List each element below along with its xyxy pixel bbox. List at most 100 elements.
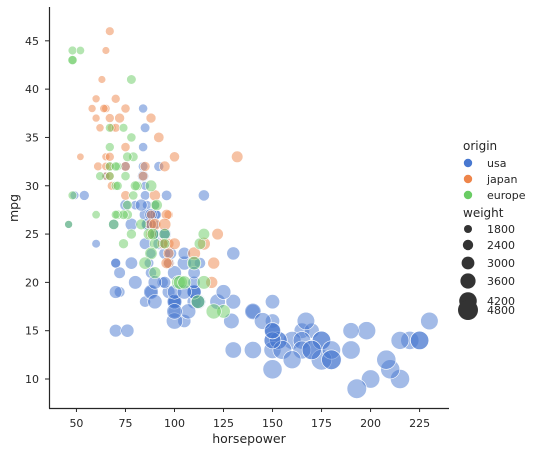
point-japan [93,161,103,172]
point-japan [169,151,180,163]
point-japan [145,112,157,124]
point-europe [122,151,133,162]
point-usa [321,349,342,370]
point-europe [112,180,123,191]
y-tick-label: 15 [25,325,39,338]
point-usa [134,198,148,212]
legend-label-usa: usa [487,157,506,170]
point-japan [120,103,131,114]
point-japan [105,152,115,162]
axes: 50 75 100 125 150 175 200 225 1015202530354045 … [6,7,449,446]
x-tick-label: 75 [118,417,132,430]
point-europe [118,238,129,249]
point-usa [138,142,148,152]
point-japan [97,75,107,84]
point-usa [225,294,242,310]
y-tick-label: 25 [25,228,39,241]
point-japan [105,26,115,36]
point-europe [177,275,192,290]
legend: origin usa japan europe weight 1800 2400 300… [458,139,526,320]
point-usa [108,285,123,299]
point-usa [140,190,151,201]
y-tick-label: 30 [25,180,39,193]
point-japan [160,257,173,269]
point-usa [282,350,302,370]
point-usa [390,331,410,350]
point-japan [91,94,101,104]
point-usa [342,322,360,340]
point-usa [301,340,322,360]
point-europe [110,210,121,220]
legend-marker-japan [463,174,473,184]
legend-size-label: 1800 [487,223,515,236]
y-tick-labels: 10 15 20 25 30 35 40 45 [25,35,49,386]
point-usa [420,311,439,331]
point-europe [95,171,105,181]
point-europe [105,123,115,133]
point-europe [110,161,121,172]
point-usa [166,303,183,320]
x-tick-label: 150 [262,417,283,430]
legend-label-japan: japan [486,173,518,186]
point-europe [187,256,202,271]
point-usa [138,103,148,114]
point-usa [147,294,163,310]
point-europe [144,179,158,192]
point-europe [197,228,210,241]
point-usa [263,322,281,340]
point-japan [95,123,105,133]
point-japan [153,131,165,143]
point-europe [91,210,101,220]
y-axis-title: mpg [6,194,21,222]
point-europe [150,199,163,211]
point-usa [262,359,283,380]
point-europe [105,171,115,181]
point-usa [376,349,397,370]
point-japan [207,256,220,270]
point-europe [67,45,78,56]
point-europe [128,190,139,201]
y-tick-label: 40 [25,83,39,96]
point-europe [146,228,159,241]
point-japan [211,228,224,241]
legend-size-marker [461,256,475,270]
point-usa [215,284,232,300]
legend-marker-europe [463,190,473,200]
point-japan [120,142,131,152]
point-europe [118,123,129,133]
point-europe [130,180,141,192]
point-europe [126,228,137,240]
point-usa [243,341,262,359]
legend-marker-usa [463,158,473,168]
point-europe [67,55,78,65]
point-japan [114,112,125,124]
point-japan [105,113,115,123]
point-japan [231,150,244,163]
x-axis-title: horsepower [212,431,286,446]
legend-hue-items: usa japan europe [463,157,526,202]
point-europe [120,171,131,181]
point-europe [196,275,211,290]
legend-label-europe: europe [487,189,526,202]
x-tick-label: 175 [311,417,332,430]
point-usa [124,256,138,270]
point-europe [190,294,206,309]
data-points [64,26,439,399]
point-europe [148,266,162,280]
y-tick-label: 45 [25,35,39,48]
point-usa [357,321,377,341]
legend-size-label: 4800 [487,304,515,317]
point-japan [168,237,181,250]
legend-size-label: 4200 [487,295,515,308]
point-usa [226,246,241,261]
point-usa [140,122,151,133]
point-usa [108,324,123,338]
point-europe [122,200,133,211]
legend-size-marker [460,273,476,289]
y-tick-label: 20 [25,276,39,289]
point-usa [128,275,143,290]
legend-size-marker [464,225,472,233]
point-usa [79,190,90,201]
point-europe [205,303,222,320]
